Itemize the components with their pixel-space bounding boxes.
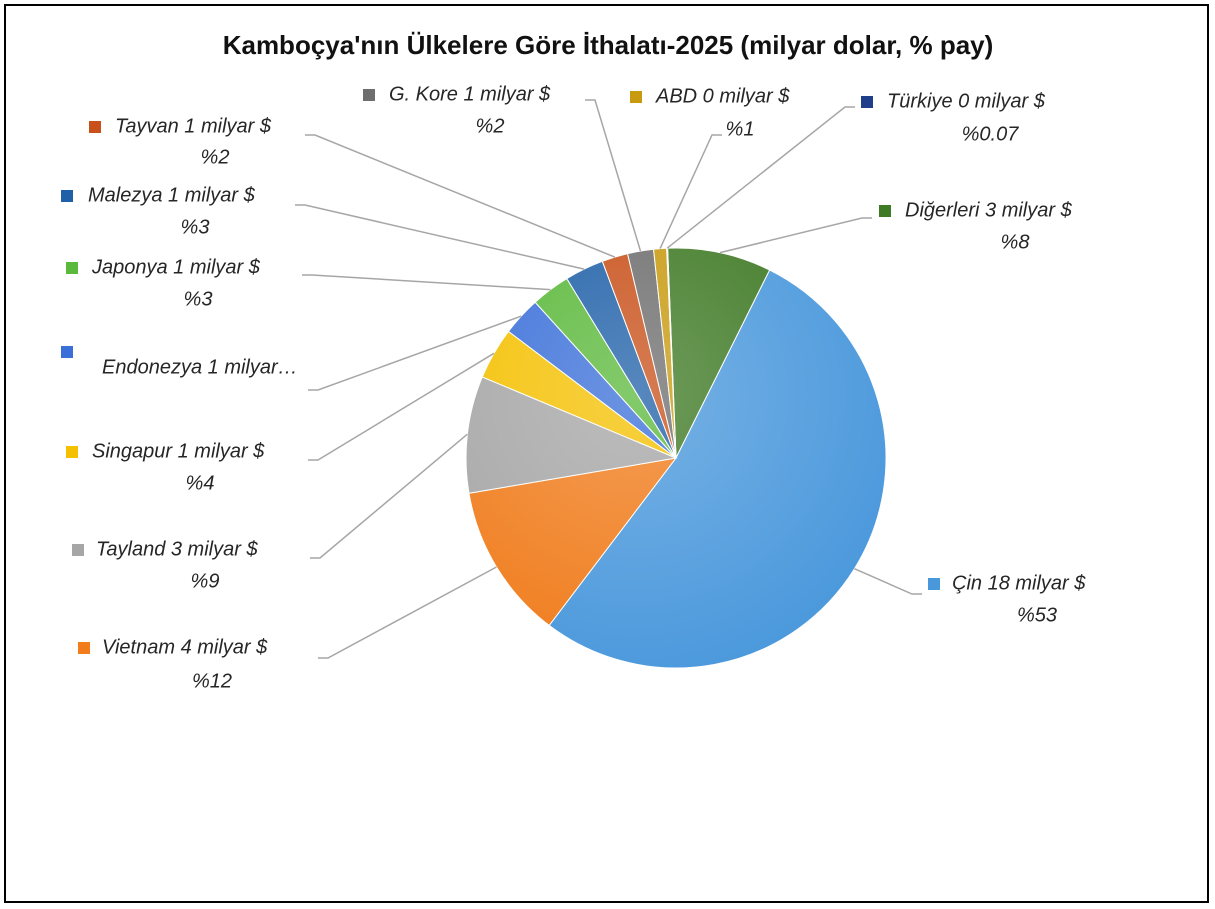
leader-line — [308, 352, 495, 461]
legend-key — [630, 91, 642, 103]
data-label: Türkiye 0 milyar $ — [887, 90, 1046, 112]
data-label-value: %3 — [184, 288, 213, 310]
data-label: Malezya 1 milyar $ — [88, 184, 256, 206]
data-label: G. Kore 1 milyar $ — [389, 83, 551, 105]
leader-line — [310, 433, 468, 559]
data-label-value: %1 — [726, 118, 755, 140]
legend-key — [61, 190, 73, 202]
legend-key — [61, 346, 73, 358]
data-label-value: %3 — [181, 216, 210, 238]
legend-key — [78, 642, 90, 654]
leader-line — [666, 106, 855, 249]
data-label-value: %8 — [1001, 231, 1030, 253]
legend-key — [879, 205, 891, 217]
leader-line — [318, 566, 497, 659]
data-label-value: %53 — [1017, 604, 1057, 626]
legend-key — [66, 446, 78, 458]
data-label: ABD 0 milyar $ — [655, 85, 790, 107]
data-label: Singapur 1 milyar $ — [92, 440, 265, 462]
legend-key — [928, 578, 940, 590]
data-label-value: %2 — [476, 115, 505, 137]
data-label: Çin 18 milyar $ — [952, 572, 1086, 594]
leader-line — [719, 217, 872, 254]
legend-key — [89, 121, 101, 133]
data-label: Japonya 1 milyar $ — [91, 256, 261, 278]
data-label: Tayvan 1 milyar $ — [115, 115, 272, 137]
data-label-value: %2 — [201, 146, 230, 168]
leader-line — [308, 315, 522, 391]
legend-key — [66, 262, 78, 274]
legend-key — [72, 544, 84, 556]
legend-key — [363, 89, 375, 101]
data-label-value: %12 — [192, 670, 232, 692]
chart-title: Kamboçya'nın Ülkelere Göre İthalatı-2025… — [223, 30, 994, 60]
data-label: Vietnam 4 milyar $ — [102, 636, 268, 658]
leader-line — [295, 204, 585, 270]
data-label-value: %9 — [191, 570, 220, 592]
leader-line — [659, 134, 722, 249]
legend-key — [861, 96, 873, 108]
data-label-value: %4 — [186, 472, 215, 494]
data-label: Endonezya 1 milyar… — [102, 356, 298, 378]
data-label: Diğerleri 3 milyar $ — [905, 199, 1073, 221]
leader-line — [305, 134, 616, 258]
data-label: Tayland 3 milyar $ — [96, 538, 258, 560]
data-label-value: %0.07 — [962, 123, 1020, 145]
leader-line — [585, 99, 642, 252]
